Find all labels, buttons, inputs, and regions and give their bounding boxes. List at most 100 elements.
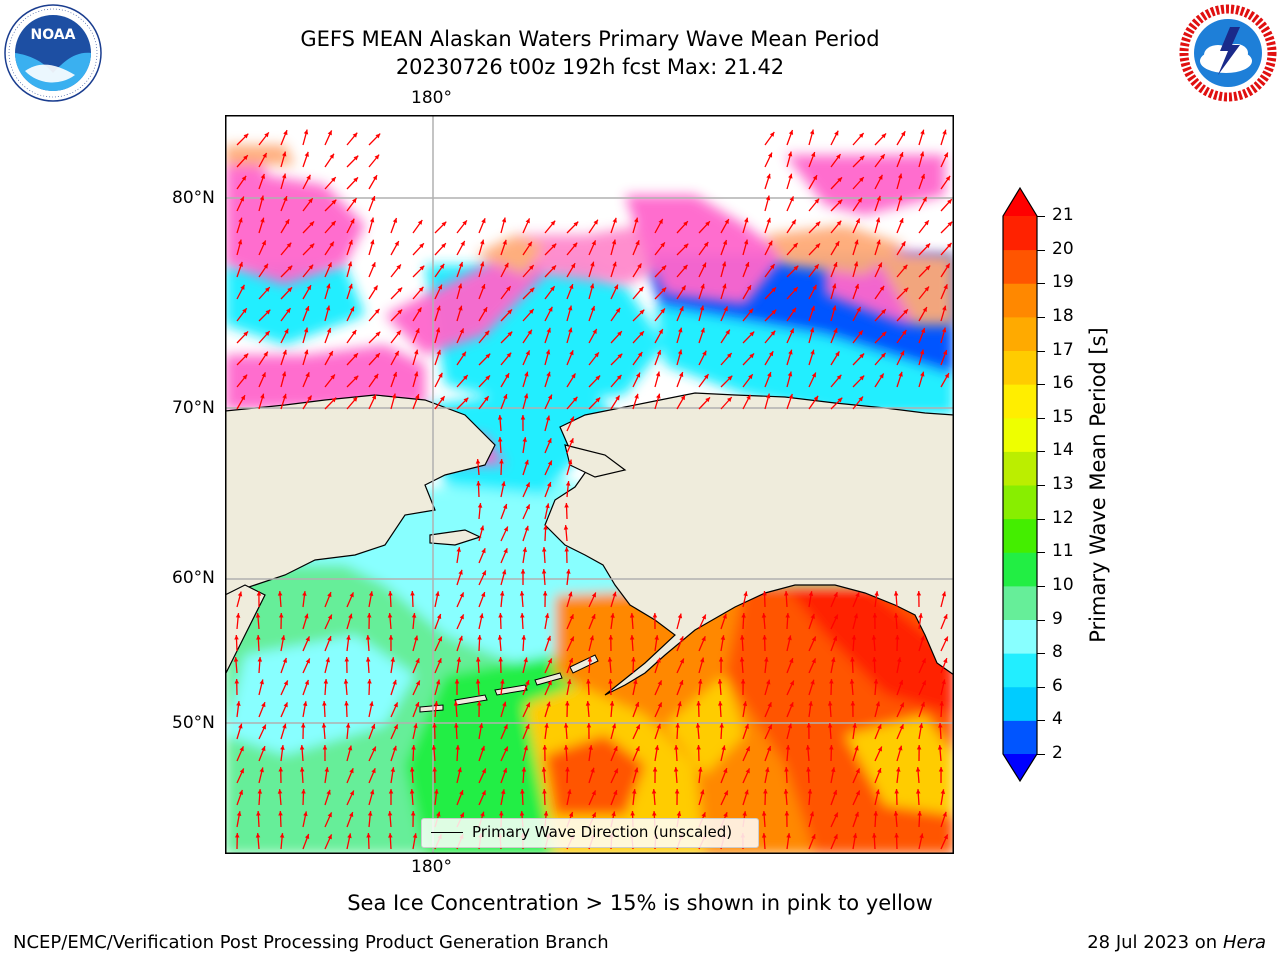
colorbar-segment (1003, 350, 1037, 385)
wave-arrow-head (458, 569, 463, 575)
wave-arrow-head (476, 701, 482, 706)
wave-arrow-head (919, 151, 925, 157)
wave-arrow-head (481, 548, 486, 554)
lon-label-top: 180° (411, 88, 452, 108)
wave-arrow-head (701, 262, 707, 268)
wave-arrow-head (854, 283, 859, 289)
wave-arrow-head (347, 745, 353, 751)
wave-arrow-head (611, 811, 616, 817)
map-legend: Primary Wave Direction (unscaled) (421, 818, 759, 848)
wave-arrow-head (615, 395, 620, 401)
wave-arrow-head (765, 767, 770, 773)
lat-label-80: 80°N (172, 188, 215, 208)
wave-arrow-head (481, 790, 486, 796)
wave-arrow-head (238, 723, 243, 729)
wave-arrow-head (877, 746, 882, 752)
wave-arrow-head (833, 614, 838, 620)
wave-arrow-head (718, 701, 723, 706)
colorbar-segment (1003, 653, 1037, 688)
wave-arrow-head (806, 767, 811, 772)
wave-arrow-head (485, 375, 491, 381)
wave-arrow-head (524, 525, 529, 531)
wave-arrow-head (811, 636, 816, 642)
wave-arrow-head (348, 613, 353, 619)
wave-arrow-head (858, 330, 863, 336)
wave-arrow-head (740, 679, 746, 684)
wave-arrow-head (546, 701, 551, 707)
colorbar-segment (1003, 283, 1037, 318)
wave-arrow-head (457, 283, 463, 289)
wave-arrow-head (436, 811, 441, 817)
wave-arrow-head (547, 680, 552, 686)
wave-arrow-head (783, 789, 789, 794)
wave-arrow-head (722, 613, 727, 619)
wave-arrow-head (654, 745, 660, 750)
wave-arrow-head (569, 284, 574, 290)
wave-arrow-head (263, 263, 268, 269)
wave-arrow-head (924, 286, 930, 292)
wave-arrow-head (945, 263, 950, 269)
wave-arrow-head (257, 789, 263, 794)
colorbar-segment (1003, 552, 1037, 587)
wave-arrow-head (943, 152, 948, 158)
wave-arrow-head (586, 679, 591, 684)
wave-arrow-head (812, 175, 818, 181)
colorbar-tick-label: 18 (1052, 305, 1074, 326)
wave-arrow-head (787, 723, 793, 729)
wave-arrow-head (745, 768, 750, 774)
colorbar-segment (1003, 686, 1037, 721)
footer-date-text: 28 Jul 2023 on (1087, 932, 1223, 953)
wave-arrow-head (723, 790, 728, 796)
wave-arrow-head (309, 221, 315, 227)
wave-arrow-head (328, 351, 333, 357)
wave-arrow-head (591, 812, 596, 818)
wave-arrow-head (915, 767, 921, 772)
wave-arrow-head (459, 790, 464, 796)
wave-arrow-head (370, 196, 376, 202)
colorbar-tick-label: 16 (1052, 373, 1074, 394)
colorbar-segment (1003, 249, 1037, 284)
colorbar-tick-label: 9 (1052, 608, 1063, 629)
colorbar-tick-label: 17 (1052, 339, 1074, 360)
wave-arrow-head (235, 613, 241, 618)
wave-arrow-head (874, 591, 879, 596)
wave-arrow-head (543, 525, 548, 530)
wave-arrow-head (610, 613, 615, 618)
wave-arrow-head (894, 789, 899, 794)
wave-arrow-head (375, 331, 381, 337)
wave-arrow-head (853, 613, 859, 619)
colorbar-tick-label: 4 (1052, 709, 1063, 730)
wave-arrow-head (463, 397, 469, 403)
wave-arrow-head (761, 833, 767, 838)
wave-arrow-head (634, 217, 639, 223)
wave-arrow-head (569, 614, 574, 620)
wave-arrow-head (393, 702, 398, 708)
wave-arrow-head (789, 328, 794, 334)
wave-arrow-head (261, 724, 266, 730)
wave-arrow-head (565, 481, 571, 486)
wave-arrow-head (366, 833, 371, 838)
wave-arrow-head (283, 680, 288, 686)
wave-arrow-head (438, 372, 443, 378)
wave-arrow-head (770, 330, 776, 336)
wave-arrow-head (766, 679, 771, 685)
wave-arrow-head (480, 811, 485, 817)
colorbar-tick-label: 15 (1052, 406, 1074, 427)
wave-arrow-head (591, 592, 596, 598)
wave-arrow-head (829, 745, 834, 750)
wave-arrow-head (259, 767, 264, 773)
wave-arrow-head (943, 284, 948, 290)
wave-arrow-head (805, 745, 811, 750)
wave-arrow-head (459, 812, 464, 818)
wave-arrow-head (784, 767, 789, 772)
colorbar-segment (1003, 720, 1037, 755)
wave-arrow-head (947, 221, 953, 227)
wave-arrow-head (943, 834, 948, 840)
wave-arrow-head (937, 745, 943, 750)
wave-arrow-head (676, 811, 682, 817)
wave-arrow-head (287, 265, 293, 271)
wave-arrow-head (299, 767, 305, 772)
wave-arrow-head (657, 680, 662, 686)
wave-arrow-head (660, 308, 665, 314)
wave-arrow-head (459, 614, 464, 620)
